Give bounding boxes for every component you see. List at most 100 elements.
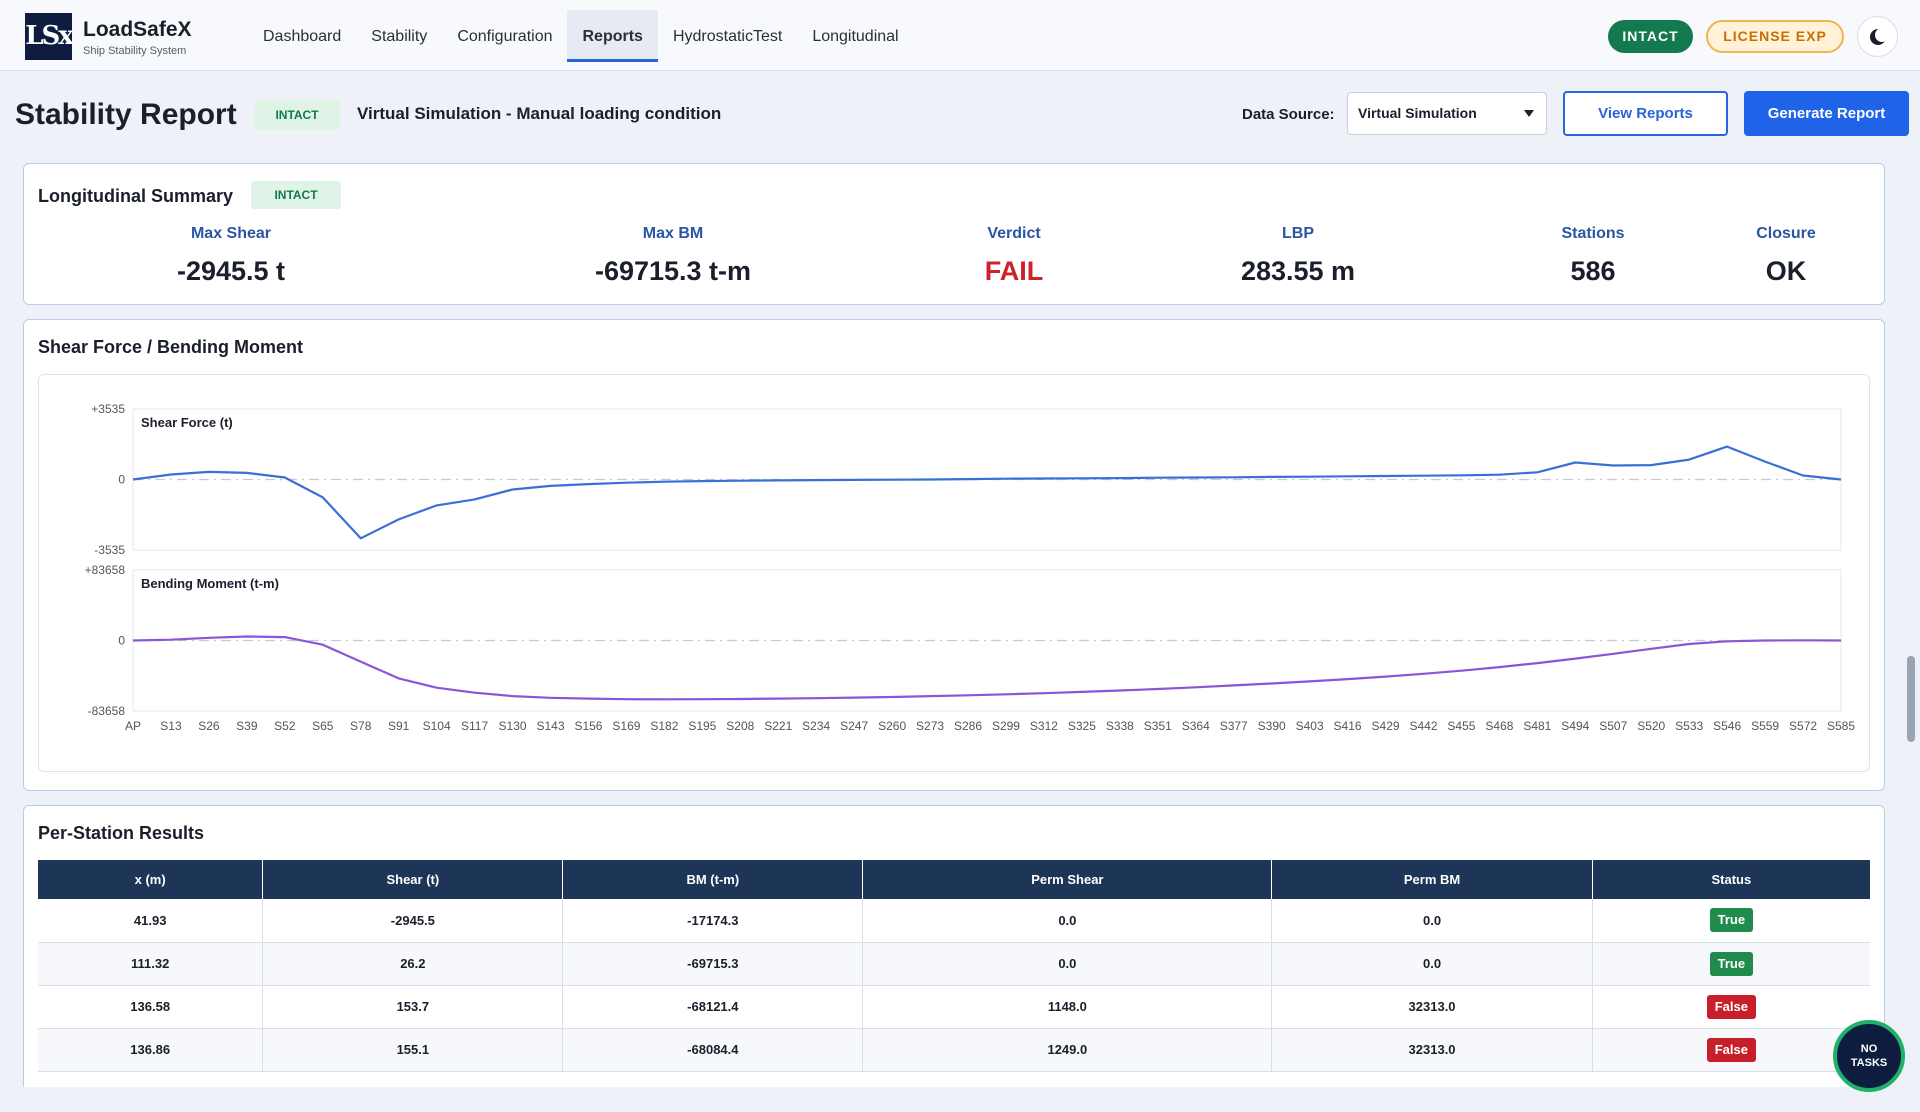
table-cell: 41.93 [38, 899, 264, 943]
nav-dashboard[interactable]: Dashboard [263, 28, 342, 45]
x-tick-label: S208 [726, 719, 754, 733]
metric-label: Closure [1756, 225, 1816, 242]
x-tick-label: S221 [764, 719, 792, 733]
metric-verdict: Verdict FAIL [904, 225, 1124, 287]
table-cell: -2945.5 [262, 899, 564, 943]
x-tick-label: S78 [350, 719, 372, 733]
x-tick-label: S143 [536, 719, 564, 733]
x-tick-label: S169 [612, 719, 640, 733]
data-source-select[interactable]: Virtual Simulation [1347, 92, 1547, 135]
loading-condition-label: Virtual Simulation - Manual loading cond… [357, 104, 722, 123]
metric-value: 283.55 m [1240, 256, 1356, 286]
caret-down-icon [1524, 110, 1534, 117]
status-cell: False [1592, 1028, 1870, 1072]
x-tick-label: S39 [236, 719, 258, 733]
x-tick-label: S390 [1258, 719, 1286, 733]
table-cell: 0.0 [1271, 942, 1593, 986]
table-cell: 155.1 [262, 1028, 564, 1072]
bm-plot-area [132, 569, 1842, 712]
x-tick-label: S507 [1599, 719, 1627, 733]
view-reports-button[interactable]: View Reports [1563, 91, 1728, 136]
status-badge: True [1709, 908, 1754, 933]
nav-hydrostatictest[interactable]: HydrostaticTest [672, 28, 783, 45]
x-tick-label: S156 [574, 719, 602, 733]
condition-status-badge: INTACT [254, 100, 340, 130]
data-source-label: Data Source: [1242, 106, 1335, 123]
x-tick-label: AP [125, 719, 141, 733]
license-exp-pill[interactable]: LICENSE EXP [1706, 20, 1844, 53]
status-badge: False [1706, 994, 1756, 1019]
table-cell: 32313.0 [1271, 1028, 1593, 1072]
longitudinal-summary-card: Longitudinal Summary INTACT Max Shear -2… [23, 163, 1885, 305]
shear-bending-chart: +3535 0 -3535 Shear Force (t) +83658 0 -83658 B… [85, 402, 1856, 733]
x-tick-label: S130 [499, 719, 527, 733]
metric-closure: Closure OK [1676, 225, 1896, 287]
x-tick-label: S260 [878, 719, 906, 733]
per-station-table: x (m) Shear (t) BM (t-m) Perm Shear Perm… [38, 860, 1870, 1072]
column-header[interactable]: Perm BM [1271, 860, 1593, 899]
table-row[interactable]: 136.86 155.1 -68084.4 1249.0 32313.0 False [38, 1028, 1870, 1072]
generate-report-button[interactable]: Generate Report [1744, 91, 1909, 136]
column-header[interactable]: Status [1592, 860, 1870, 899]
table-cell: 26.2 [262, 942, 564, 986]
metric-value: 586 [1570, 256, 1616, 286]
app-logo[interactable]: LSx [25, 13, 74, 60]
table-row[interactable]: 111.32 26.2 -69715.3 0.0 0.0 True [38, 942, 1870, 986]
shear-y-tick-label: 0 [118, 473, 125, 487]
nav-configuration[interactable]: Configuration [457, 28, 553, 45]
table-cell: 1148.0 [862, 985, 1273, 1029]
metric-lbp: LBP 283.55 m [1188, 225, 1408, 287]
shear-y-tick-label: +3535 [91, 402, 125, 416]
table-title: Per-Station Results [38, 823, 205, 843]
column-header[interactable]: Shear (t) [262, 860, 564, 899]
x-tick-label: S65 [312, 719, 334, 733]
shear-bending-chart-card: Shear Force / Bending Moment +3535 0 -3535… [23, 319, 1885, 791]
x-tick-label: S364 [1182, 719, 1210, 733]
shear-axis-label: Shear Force (t) [141, 415, 233, 430]
x-tick-label: S91 [388, 719, 410, 733]
intact-status-pill[interactable]: INTACT [1608, 20, 1693, 53]
data-source-value: Virtual Simulation [1358, 105, 1477, 121]
metric-value: -69715.3 t-m [594, 256, 752, 286]
nav-longitudinal[interactable]: Longitudinal [812, 28, 899, 45]
status-badge: True [1709, 951, 1754, 976]
table-cell: 111.32 [38, 942, 264, 986]
x-tick-label: S585 [1827, 719, 1855, 733]
per-station-results-card: Per-Station Results x (m) Shear (t) BM (… [23, 805, 1885, 1112]
column-header[interactable]: Perm Shear [862, 860, 1273, 899]
top-nav-bar: LSx LoadSafeX Ship Stability System Dash… [0, 0, 1920, 71]
metric-label: Max BM [642, 225, 704, 242]
status-cell: True [1592, 899, 1870, 943]
metric-label: Stations [1561, 225, 1625, 242]
table-row[interactable]: 136.58 153.7 -68121.4 1148.0 32313.0 False [38, 985, 1870, 1029]
x-tick-label: S494 [1561, 719, 1589, 733]
metric-value: OK [1765, 256, 1807, 286]
page-scrollbar[interactable] [1907, 656, 1915, 742]
x-tick-label: S442 [1409, 719, 1437, 733]
x-tick-label: S403 [1296, 719, 1324, 733]
status-cell: False [1592, 985, 1870, 1029]
bm-axis-label: Bending Moment (t-m) [141, 576, 279, 591]
x-tick-label: S247 [840, 719, 868, 733]
x-tick-label: S117 [461, 719, 488, 733]
x-tick-label: S351 [1144, 719, 1172, 733]
nav-reports[interactable]: Reports [567, 10, 658, 62]
column-header[interactable]: x (m) [38, 860, 264, 899]
x-tick-label: S286 [954, 719, 982, 733]
table-cell: 0.0 [1271, 899, 1593, 943]
moon-icon [1869, 27, 1888, 45]
table-row[interactable]: 41.93 -2945.5 -17174.3 0.0 0.0 True [38, 899, 1870, 943]
bm-y-tick-label: -83658 [88, 704, 126, 718]
x-tick-label: S52 [274, 719, 296, 733]
x-tick-label: S195 [688, 719, 716, 733]
x-tick-label: S468 [1485, 719, 1513, 733]
x-tick-label: S546 [1713, 719, 1741, 733]
x-tick-label: S273 [916, 719, 944, 733]
column-header[interactable]: BM (t-m) [562, 860, 864, 899]
summary-title: Longitudinal Summary [38, 186, 234, 206]
no-tasks-button[interactable]: NO TASKS [1833, 1020, 1905, 1092]
theme-toggle-button[interactable] [1857, 16, 1898, 57]
summary-status-badge: INTACT [251, 181, 341, 209]
status-badge: False [1706, 1037, 1756, 1062]
nav-stability[interactable]: Stability [371, 28, 428, 45]
